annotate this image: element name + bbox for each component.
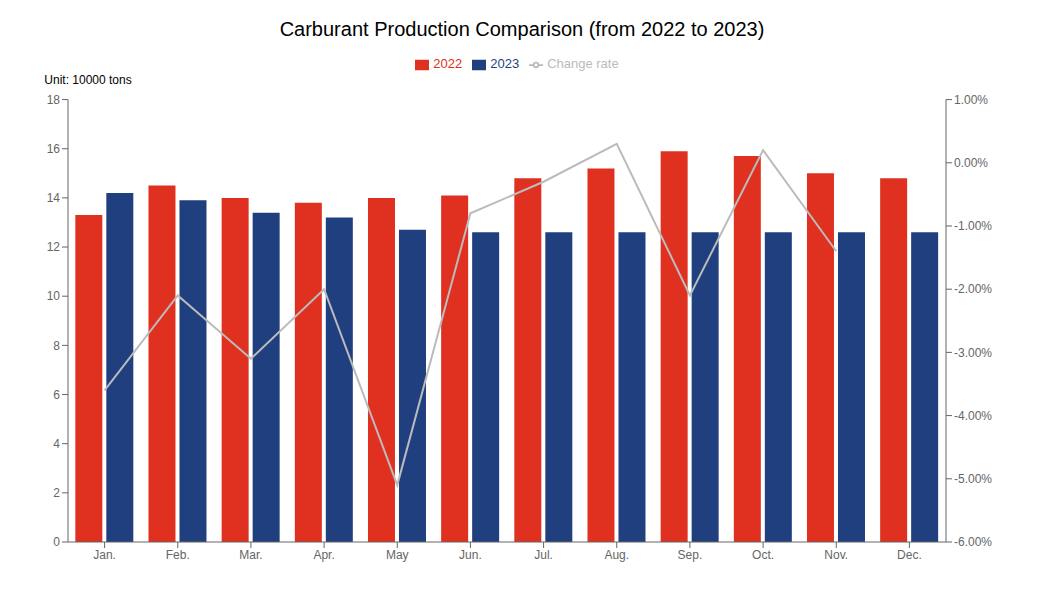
svg-text:14: 14 xyxy=(47,191,61,205)
svg-text:18: 18 xyxy=(47,93,61,107)
svg-text:8: 8 xyxy=(53,339,60,353)
svg-text:12: 12 xyxy=(47,240,61,254)
html-text:Carburant Production Compariso: Carburant Production Comparison (from 20… xyxy=(279,18,765,40)
svg-text:Dec.: Dec. xyxy=(897,548,922,562)
svg-text:Apr.: Apr. xyxy=(313,548,334,562)
svg-text:Jan.: Jan. xyxy=(93,548,116,562)
svg-text:-3.00%: -3.00% xyxy=(954,346,992,360)
html-text:Change rate: Change rate xyxy=(547,56,619,71)
svg-text:-4.00%: -4.00% xyxy=(954,409,992,423)
svg-text:1.00%: 1.00% xyxy=(954,93,988,107)
svg-text:Aug.: Aug. xyxy=(604,548,629,562)
svg-text:Nov.: Nov. xyxy=(824,548,848,562)
svg-text:-1.00%: -1.00% xyxy=(954,219,992,233)
svg-text:Sep.: Sep. xyxy=(678,548,703,562)
svg-text:Mar.: Mar. xyxy=(239,548,262,562)
svg-text:-2.00%: -2.00% xyxy=(954,282,992,296)
svg-text:Jul.: Jul. xyxy=(534,548,553,562)
html-text:2022: 2022 xyxy=(433,56,463,71)
svg-text:May: May xyxy=(386,548,409,562)
svg-text:-5.00%: -5.00% xyxy=(954,472,992,486)
svg-text:Jun.: Jun. xyxy=(459,548,482,562)
svg-text:4: 4 xyxy=(53,437,60,451)
svg-text:2: 2 xyxy=(53,486,60,500)
svg-text:Oct.: Oct. xyxy=(752,548,774,562)
svg-text:Unit: 10000 tons: Unit: 10000 tons xyxy=(44,73,131,87)
html-text:2023: 2023 xyxy=(490,56,520,71)
svg-text:16: 16 xyxy=(47,142,61,156)
svg-text:0.00%: 0.00% xyxy=(954,156,988,170)
svg-text:Feb.: Feb. xyxy=(166,548,190,562)
svg-text:10: 10 xyxy=(47,289,61,303)
svg-text:0: 0 xyxy=(53,535,60,549)
svg-text:6: 6 xyxy=(53,388,60,402)
svg-text:-6.00%: -6.00% xyxy=(954,535,992,549)
